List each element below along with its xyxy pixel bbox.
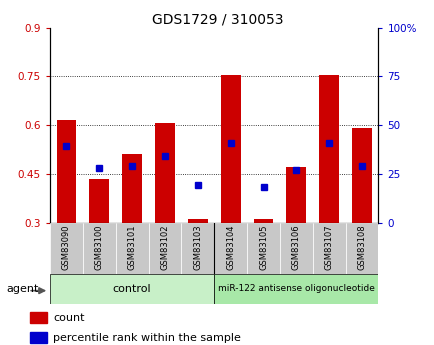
- Text: agent: agent: [7, 284, 39, 294]
- Bar: [30, 332, 47, 343]
- Text: GSM83107: GSM83107: [324, 225, 333, 270]
- Text: GSM83103: GSM83103: [193, 225, 202, 270]
- Bar: [352, 128, 371, 223]
- Text: GSM83108: GSM83108: [357, 225, 366, 270]
- Text: GSM83104: GSM83104: [226, 225, 235, 270]
- Text: GDS1729 / 310053: GDS1729 / 310053: [151, 12, 283, 26]
- Bar: [214, 274, 378, 304]
- Bar: [181, 223, 214, 274]
- Text: percentile rank within the sample: percentile rank within the sample: [53, 333, 240, 343]
- Text: miR-122 antisense oligonucleotide: miR-122 antisense oligonucleotide: [217, 284, 374, 294]
- Bar: [122, 154, 141, 223]
- Bar: [253, 219, 273, 223]
- Bar: [50, 223, 82, 274]
- Text: GSM83105: GSM83105: [258, 225, 267, 270]
- Text: GSM83101: GSM83101: [127, 225, 136, 270]
- Bar: [187, 219, 207, 223]
- Bar: [155, 124, 174, 223]
- Bar: [56, 120, 76, 223]
- Text: control: control: [112, 284, 151, 294]
- Bar: [319, 75, 338, 223]
- Text: GSM83090: GSM83090: [62, 225, 71, 270]
- Bar: [279, 223, 312, 274]
- Bar: [115, 223, 148, 274]
- Text: GSM83102: GSM83102: [160, 225, 169, 270]
- Text: GSM83100: GSM83100: [95, 225, 104, 270]
- Bar: [148, 223, 181, 274]
- Bar: [312, 223, 345, 274]
- Bar: [214, 223, 247, 274]
- Text: count: count: [53, 313, 84, 323]
- Bar: [30, 313, 47, 323]
- Text: GSM83106: GSM83106: [291, 225, 300, 270]
- Bar: [50, 274, 214, 304]
- Bar: [220, 75, 240, 223]
- Bar: [345, 223, 378, 274]
- Bar: [286, 167, 306, 223]
- Bar: [82, 223, 115, 274]
- Bar: [247, 223, 279, 274]
- Bar: [89, 179, 109, 223]
